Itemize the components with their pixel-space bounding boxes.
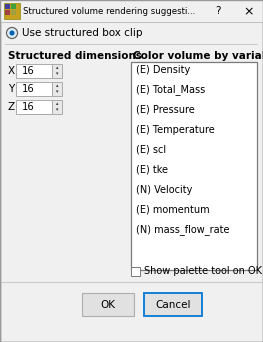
Bar xyxy=(52,64,62,78)
Bar xyxy=(0,282,263,283)
Text: (E) tke: (E) tke xyxy=(136,165,168,175)
Text: (E) scl: (E) scl xyxy=(136,145,166,155)
Bar xyxy=(5,44,258,45)
Text: X: X xyxy=(8,66,15,76)
Text: (E) Pressure: (E) Pressure xyxy=(136,105,195,115)
Bar xyxy=(11,10,16,15)
Text: (E) Total_Mass: (E) Total_Mass xyxy=(136,84,205,95)
Text: Show palette tool on OK: Show palette tool on OK xyxy=(144,266,262,276)
Text: ?: ? xyxy=(215,6,221,16)
Circle shape xyxy=(8,28,17,38)
Text: ▴: ▴ xyxy=(56,83,58,89)
Bar xyxy=(16,64,52,78)
Bar xyxy=(131,267,140,276)
Text: Structured dimensions: Structured dimensions xyxy=(8,51,142,61)
Bar xyxy=(5,4,10,9)
Text: Use structured box clip: Use structured box clip xyxy=(22,28,143,38)
Text: 16: 16 xyxy=(22,66,34,76)
Text: (N) mass_flow_rate: (N) mass_flow_rate xyxy=(136,225,230,235)
Bar xyxy=(131,62,257,270)
Text: Cancel: Cancel xyxy=(155,300,191,310)
Text: ×: × xyxy=(244,5,254,18)
Text: ▾: ▾ xyxy=(56,90,58,94)
Bar xyxy=(4,3,20,19)
Text: Structured volume rendering suggesti...: Structured volume rendering suggesti... xyxy=(23,7,195,16)
Bar xyxy=(144,293,202,316)
Bar xyxy=(16,100,52,114)
Text: (N) Velocity: (N) Velocity xyxy=(136,185,192,195)
Text: (E) Temperature: (E) Temperature xyxy=(136,125,215,135)
Bar xyxy=(16,82,52,96)
Text: (E) Density: (E) Density xyxy=(136,65,190,75)
Bar xyxy=(0,0,263,22)
Text: 16: 16 xyxy=(22,84,34,94)
Text: ▴: ▴ xyxy=(56,66,58,70)
Text: Z: Z xyxy=(8,102,15,112)
Bar xyxy=(5,10,10,15)
Text: (E) momentum: (E) momentum xyxy=(136,205,210,215)
Text: 16: 16 xyxy=(22,102,34,112)
Text: Color volume by variable: Color volume by variable xyxy=(133,51,263,61)
Text: ▾: ▾ xyxy=(56,71,58,77)
Bar xyxy=(11,4,16,9)
Circle shape xyxy=(9,30,14,36)
Bar xyxy=(82,293,134,316)
Text: OK: OK xyxy=(100,300,115,310)
Text: ▾: ▾ xyxy=(56,107,58,113)
Bar xyxy=(0,22,263,23)
Bar xyxy=(52,100,62,114)
Text: ▴: ▴ xyxy=(56,102,58,106)
Text: Y: Y xyxy=(8,84,14,94)
Bar xyxy=(52,82,62,96)
